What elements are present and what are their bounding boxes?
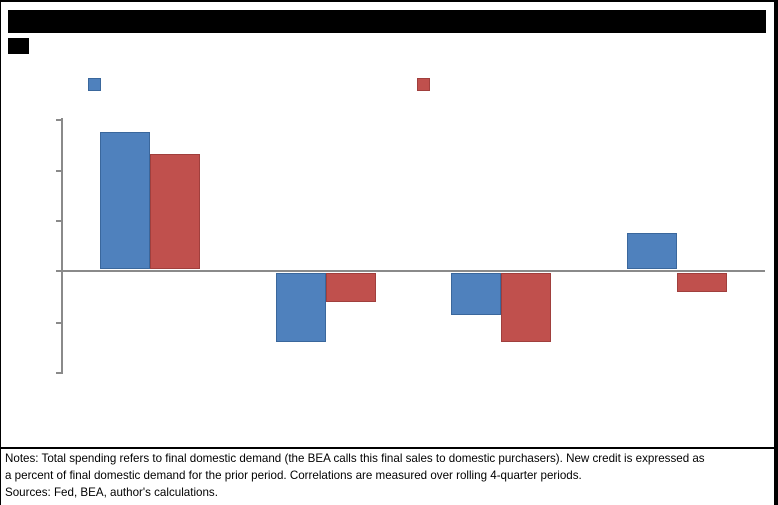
bar-blue-group1: [99, 131, 150, 270]
bar-red-group3: [501, 273, 552, 343]
notes-line-1: Notes: Total spending refers to final do…: [5, 452, 705, 465]
legend-swatch-red: [417, 78, 430, 91]
bar-red-group4: [677, 273, 728, 292]
y-axis-tick: [56, 220, 63, 223]
redacted-title-bar: [8, 10, 766, 33]
legend-swatch-blue: [88, 78, 101, 91]
redacted-title-line2-bar: [8, 38, 29, 54]
figure-border-right: [774, 0, 778, 505]
bar-blue-group4: [627, 232, 678, 270]
notes-divider-line: [0, 447, 778, 449]
notes-box: Notes: Total spending refers to final do…: [5, 450, 775, 501]
bar-blue-group3: [451, 273, 502, 315]
y-axis-tick: [56, 118, 63, 121]
notes-line-2: a percent of final domestic demand for t…: [5, 469, 582, 482]
bar-chart-plot-area: [56, 118, 765, 375]
y-axis-tick: [56, 321, 63, 324]
bar-red-group1: [149, 154, 200, 270]
figure-border-left: [0, 0, 1, 505]
bar-blue-group2: [275, 273, 326, 343]
figure-border-top: [0, 0, 778, 2]
y-axis-tick: [56, 169, 63, 172]
x-axis-zero-line: [56, 270, 765, 272]
bar-red-group2: [325, 273, 376, 302]
y-axis-line: [61, 118, 63, 373]
y-axis-tick: [56, 372, 63, 375]
notes-line-3: Sources: Fed, BEA, author's calculations…: [5, 486, 218, 499]
